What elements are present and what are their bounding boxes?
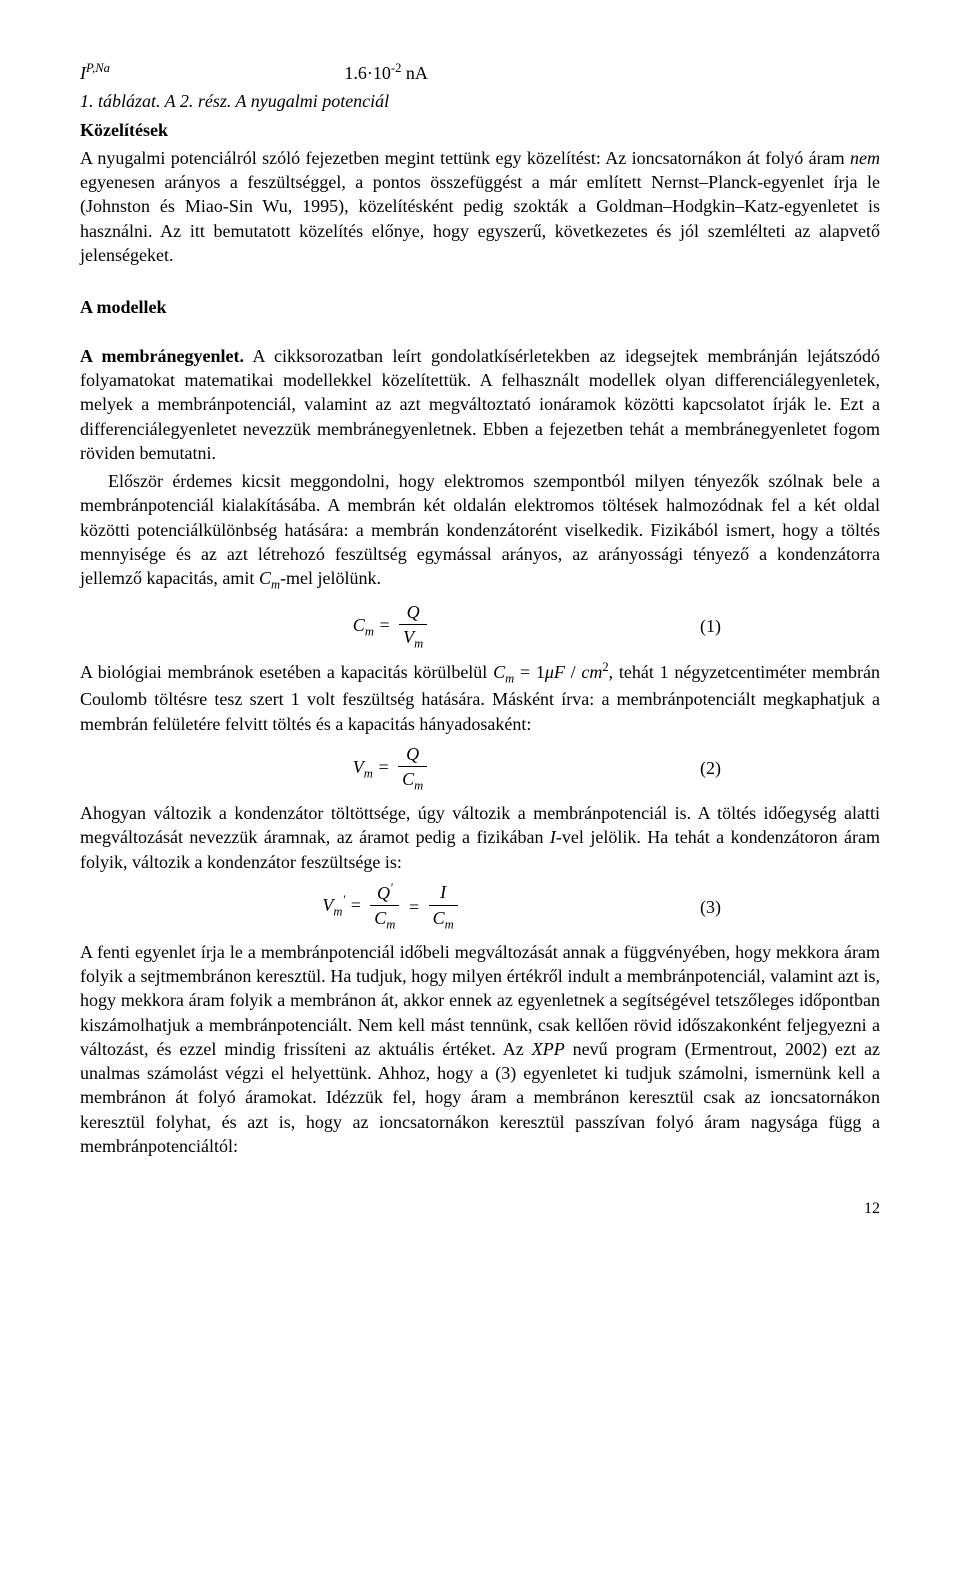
ip-na-label: IP,Na — [80, 60, 110, 85]
approx-heading: Közelítések — [80, 118, 880, 142]
page-number: 12 — [80, 1198, 880, 1220]
equation-1: Cm = Q Vm (1) — [80, 600, 880, 653]
models-para4: Ahogyan változik a kondenzátor töltöttsé… — [80, 801, 880, 874]
equation-3-number: (3) — [700, 895, 880, 919]
membrane-eq-lead: A membránegyenlet. — [80, 346, 244, 366]
models-para3: A biológiai membránok esetében a kapacit… — [80, 659, 880, 736]
ip-na-value: 1.6·10-2 nA — [344, 60, 428, 85]
equation-1-number: (1) — [700, 614, 880, 638]
equation-2: Vm = Q Cm (2) — [80, 742, 880, 795]
models-para5: A fenti egyenlet írja le a membránpotenc… — [80, 940, 880, 1159]
equation-2-number: (2) — [700, 756, 880, 780]
approx-body: A nyugalmi potenciálról szóló fejezetben… — [80, 146, 880, 267]
table-caption: 1. táblázat. A 2. rész. A nyugalmi poten… — [80, 89, 880, 113]
equation-3: Vm' = Q' Cm = I Cm (3) — [80, 880, 880, 934]
models-heading: A modellek — [80, 295, 880, 319]
models-para2: Először érdemes kicsit meggondolni, hogy… — [80, 469, 880, 594]
ip-na-row: IP,Na 1.6·10-2 nA — [80, 60, 880, 85]
models-para1: A membránegyenlet. A cikksorozatban leír… — [80, 344, 880, 465]
